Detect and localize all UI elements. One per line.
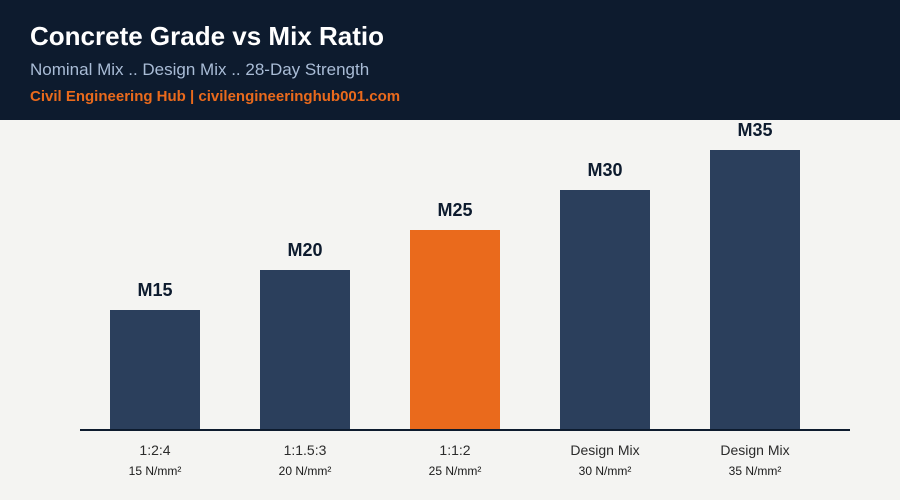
chart-subtitle: Nominal Mix .. Design Mix .. 28-Day Stre… bbox=[30, 60, 370, 79]
category-label-0: 1:2:4 bbox=[139, 442, 170, 458]
chart-title: Concrete Grade vs Mix Ratio bbox=[30, 21, 384, 51]
bar-2 bbox=[410, 230, 500, 430]
bar-value-label-0: M15 bbox=[137, 280, 172, 300]
strength-label-3: 30 N/mm² bbox=[579, 464, 632, 478]
strength-label-2: 25 N/mm² bbox=[429, 464, 482, 478]
header-banner: Concrete Grade vs Mix Ratio Nominal Mix … bbox=[0, 0, 900, 120]
bar-0 bbox=[110, 310, 200, 430]
category-label-3: Design Mix bbox=[570, 442, 639, 458]
strength-label-0: 15 N/mm² bbox=[129, 464, 182, 478]
bar-value-label-4: M35 bbox=[737, 120, 772, 140]
strength-label-1: 20 N/mm² bbox=[279, 464, 332, 478]
bar-value-label-3: M30 bbox=[587, 160, 622, 180]
category-label-4: Design Mix bbox=[720, 442, 789, 458]
category-label-1: 1:1.5:3 bbox=[284, 442, 327, 458]
bar-4 bbox=[710, 150, 800, 430]
bar-3 bbox=[560, 190, 650, 430]
bar-1 bbox=[260, 270, 350, 430]
strength-label-4: 35 N/mm² bbox=[729, 464, 782, 478]
bar-value-label-2: M25 bbox=[437, 200, 472, 220]
brand-credit: Civil Engineering Hub | civilengineering… bbox=[30, 88, 401, 105]
bar-value-label-1: M20 bbox=[287, 240, 322, 260]
category-label-2: 1:1:2 bbox=[439, 442, 470, 458]
